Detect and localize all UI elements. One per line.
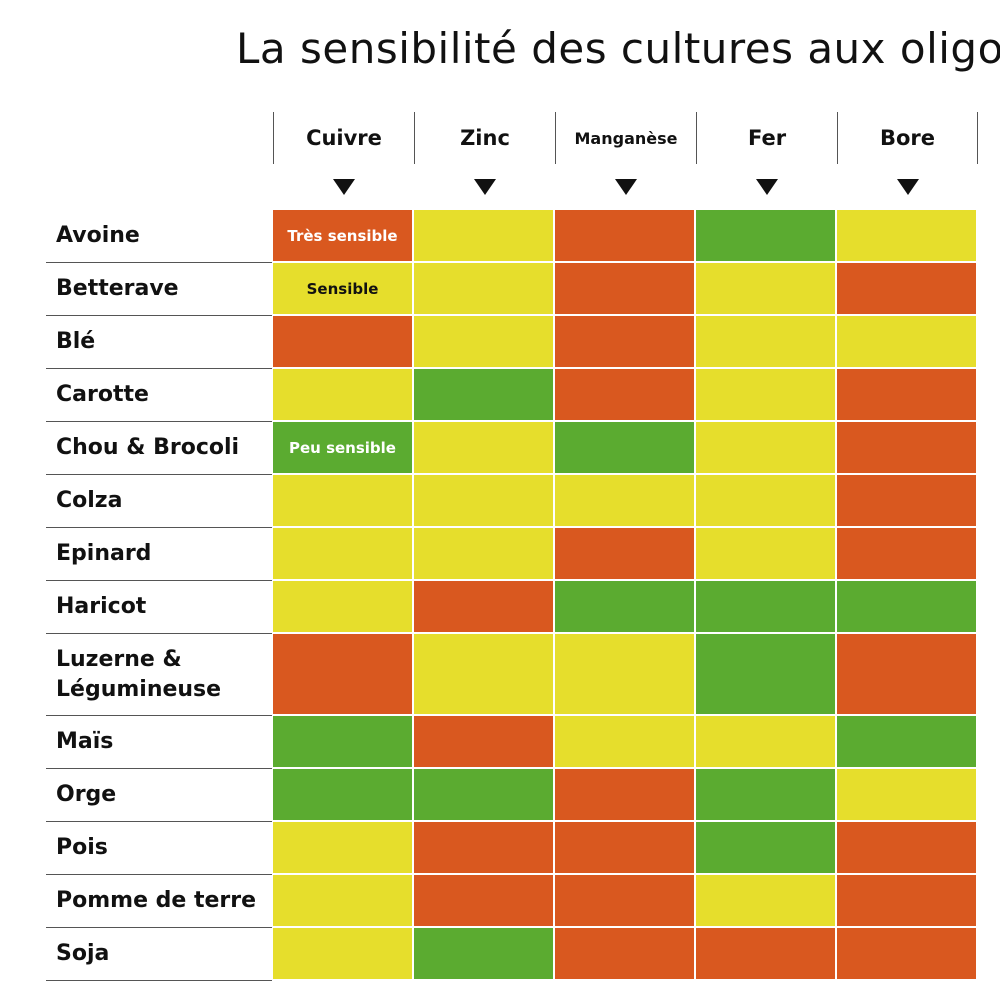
cell-colza-zinc <box>414 475 555 528</box>
cell-pois-manganese <box>555 822 696 875</box>
cell-soja-zinc <box>414 928 555 981</box>
cell-luzerne-and-legumineuse-manganese <box>555 634 696 716</box>
cell-ble-bore <box>837 316 978 369</box>
cell-orge-fer <box>696 769 837 822</box>
cell-pomme-de-terre-cuivre <box>273 875 414 928</box>
cell-luzerne-and-legumineuse-zinc <box>414 634 555 716</box>
cell-pois-zinc <box>414 822 555 875</box>
cell-carotte-fer <box>696 369 837 422</box>
down-arrow-icon <box>614 179 637 195</box>
cell-chou-and-brocoli-manganese <box>555 422 696 475</box>
cell-pomme-de-terre-manganese <box>555 875 696 928</box>
cell-luzerne-and-legumineuse-cuivre <box>273 634 414 716</box>
cell-epinard-cuivre <box>273 528 414 581</box>
cell-pois-cuivre <box>273 822 414 875</box>
cell-colza-fer <box>696 475 837 528</box>
cell-pois-fer <box>696 822 837 875</box>
row-label-orge: Orge <box>46 769 272 822</box>
cell-mais-zinc <box>414 716 555 769</box>
cell-avoine-cuivre: Très sensible <box>273 210 414 263</box>
cell-chou-and-brocoli-fer <box>696 422 837 475</box>
cell-betterave-fer <box>696 263 837 316</box>
row-label-haricot: Haricot <box>46 581 272 634</box>
cell-epinard-bore <box>837 528 978 581</box>
cell-epinard-manganese <box>555 528 696 581</box>
cell-carotte-zinc <box>414 369 555 422</box>
cell-orge-bore <box>837 769 978 822</box>
down-arrow-icon <box>896 179 919 195</box>
cell-pomme-de-terre-bore <box>837 875 978 928</box>
cell-mais-bore <box>837 716 978 769</box>
down-arrow-icon <box>332 179 355 195</box>
column-header-manganese: Manganèse <box>555 112 696 164</box>
cell-carotte-bore <box>837 369 978 422</box>
cell-chou-and-brocoli-zinc <box>414 422 555 475</box>
column-header-bore: Bore <box>837 112 978 164</box>
row-label-pois: Pois <box>46 822 272 875</box>
cell-haricot-bore <box>837 581 978 634</box>
cell-colza-manganese <box>555 475 696 528</box>
legend-label-peu-sensible: Peu sensible <box>289 438 396 457</box>
cell-carotte-manganese <box>555 369 696 422</box>
column-header-zinc: Zinc <box>414 112 555 164</box>
row-label-soja: Soja <box>46 928 272 981</box>
chart-title: La sensibilité des cultures aux oligos <box>236 24 1000 73</box>
row-label-text: Luzerne & Légumineuse <box>56 646 222 702</box>
cell-haricot-cuivre <box>273 581 414 634</box>
cell-soja-bore <box>837 928 978 981</box>
row-label-mais: Maïs <box>46 716 272 769</box>
row-label-avoine: Avoine <box>46 210 272 263</box>
row-label-ble: Blé <box>46 316 272 369</box>
cell-avoine-manganese <box>555 210 696 263</box>
cell-betterave-zinc <box>414 263 555 316</box>
cell-mais-fer <box>696 716 837 769</box>
cell-haricot-fer <box>696 581 837 634</box>
cell-ble-cuivre <box>273 316 414 369</box>
row-label-colza: Colza <box>46 475 272 528</box>
cell-avoine-bore <box>837 210 978 263</box>
cell-orge-zinc <box>414 769 555 822</box>
cell-colza-bore <box>837 475 978 528</box>
cell-pomme-de-terre-fer <box>696 875 837 928</box>
cell-luzerne-and-legumineuse-bore <box>837 634 978 716</box>
row-label-betterave: Betterave <box>46 263 272 316</box>
cell-orge-manganese <box>555 769 696 822</box>
down-arrow-icon <box>473 179 496 195</box>
row-label-epinard: Epinard <box>46 528 272 581</box>
cell-pois-bore <box>837 822 978 875</box>
cell-avoine-fer <box>696 210 837 263</box>
cell-epinard-zinc <box>414 528 555 581</box>
row-label-luzerne-and-legumineuse: Luzerne & Légumineuse <box>46 634 272 716</box>
column-header-cuivre: Cuivre <box>273 112 414 164</box>
legend-label-tres-sensible: Très sensible <box>287 226 398 245</box>
cell-betterave-manganese <box>555 263 696 316</box>
cell-pomme-de-terre-zinc <box>414 875 555 928</box>
down-arrow-icon <box>755 179 778 195</box>
cell-chou-and-brocoli-cuivre: Peu sensible <box>273 422 414 475</box>
legend-label-sensible: Sensible <box>306 279 379 298</box>
cell-mais-cuivre <box>273 716 414 769</box>
cell-soja-fer <box>696 928 837 981</box>
cell-haricot-zinc <box>414 581 555 634</box>
cell-chou-and-brocoli-bore <box>837 422 978 475</box>
cell-ble-fer <box>696 316 837 369</box>
cell-soja-cuivre <box>273 928 414 981</box>
cell-avoine-zinc <box>414 210 555 263</box>
cell-mais-manganese <box>555 716 696 769</box>
cell-epinard-fer <box>696 528 837 581</box>
cell-betterave-cuivre: Sensible <box>273 263 414 316</box>
cell-ble-manganese <box>555 316 696 369</box>
cell-luzerne-and-legumineuse-fer <box>696 634 837 716</box>
row-label-pomme-de-terre: Pomme de terre <box>46 875 272 928</box>
cell-orge-cuivre <box>273 769 414 822</box>
column-header-fer: Fer <box>696 112 837 164</box>
cell-colza-cuivre <box>273 475 414 528</box>
row-label-chou-and-brocoli: Chou & Brocoli <box>46 422 272 475</box>
row-label-carotte: Carotte <box>46 369 272 422</box>
cell-soja-manganese <box>555 928 696 981</box>
cell-haricot-manganese <box>555 581 696 634</box>
cell-ble-zinc <box>414 316 555 369</box>
cell-betterave-bore <box>837 263 978 316</box>
cell-carotte-cuivre <box>273 369 414 422</box>
